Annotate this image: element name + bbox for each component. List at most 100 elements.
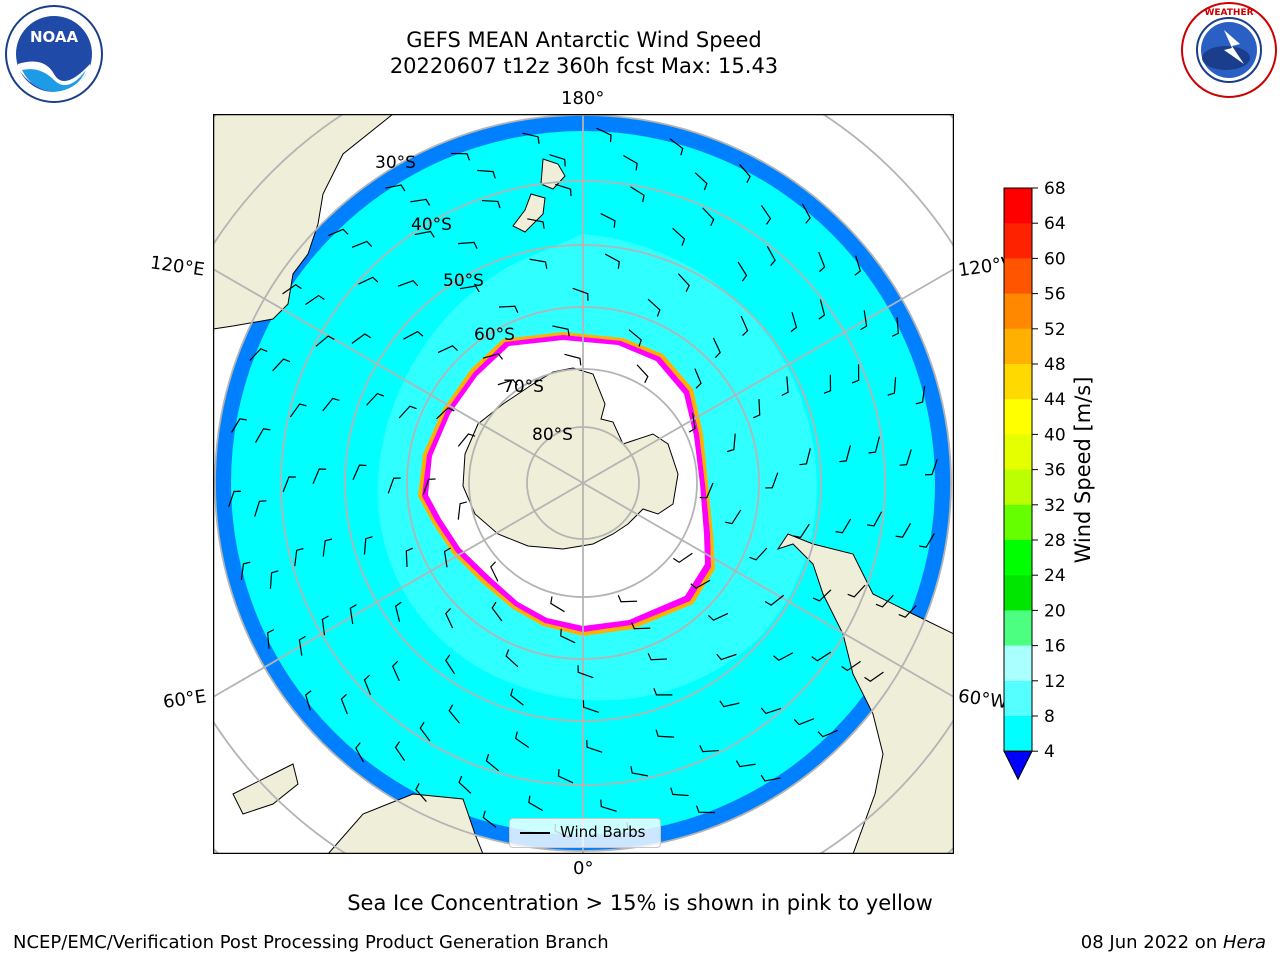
wind-barb [459, 285, 480, 293]
colorbar-tick-label: 60 [1044, 249, 1066, 269]
lat-label-80s: 80°S [532, 425, 573, 445]
wind-barb [655, 729, 675, 738]
svg-text:WEATHER: WEATHER [1204, 8, 1253, 18]
colorbar-segment [1004, 469, 1032, 506]
wind-barb [818, 251, 826, 273]
colorbar-segment [1004, 645, 1032, 682]
chart-subtitle: 20220607 t12z 360h fcst Max: 15.43 [389, 54, 779, 78]
wind-barb [363, 674, 372, 695]
wind-barb [811, 651, 832, 662]
wind-barb [860, 310, 868, 331]
wind-barb [437, 345, 459, 354]
wind-barb [702, 207, 715, 227]
colorbar-segment [1004, 188, 1032, 224]
wind-barb [387, 477, 401, 494]
wind-barb [600, 799, 617, 812]
wind-barb [414, 230, 435, 238]
colorbar-tick-label: 64 [1044, 214, 1066, 234]
colorbar-segment [1004, 399, 1032, 435]
credit-branch: NCEP/EMC/Verification Post Processing Pr… [13, 932, 609, 953]
wind-barb [397, 279, 419, 287]
wind-barb [481, 199, 501, 209]
wind-barb [363, 536, 373, 555]
wind-barb [572, 287, 589, 301]
colorbar-tick-label: 16 [1044, 637, 1066, 657]
wind-barb [398, 405, 417, 419]
wind-barb [394, 741, 406, 761]
wind-barb [351, 333, 372, 344]
sea-ice-footnote: Sea Ice Concentration > 15% is shown in … [347, 891, 933, 915]
wind-barb [695, 805, 715, 814]
wind-barb [522, 132, 540, 144]
wind-barb [604, 253, 620, 269]
wind-barb [392, 660, 400, 682]
wind-barbs-legend: Wind Barbs [509, 818, 661, 848]
wind-barb [617, 595, 638, 603]
wind-barb [419, 721, 431, 742]
lon-label-180: 180° [561, 88, 605, 109]
wind-barb [564, 353, 582, 366]
wind-barb [847, 584, 866, 598]
wind-barb [799, 448, 811, 466]
wind-barb [457, 501, 468, 520]
polar-map: 30°S 40°S 50°S 60°S 70°S 80°S [212, 113, 955, 855]
wind-barb [586, 740, 603, 753]
colorbar-tick-label: 52 [1044, 320, 1066, 340]
wind-barb [560, 628, 576, 644]
lon-label-60e: 60°E [161, 686, 208, 713]
wind-barb [793, 523, 810, 539]
wind-barb [555, 183, 572, 197]
wind-barbs [228, 127, 938, 839]
wind-barb [552, 325, 570, 337]
wind-barb [812, 589, 832, 602]
wind-barb [445, 654, 456, 675]
colorbar-tick-label: 28 [1044, 531, 1066, 551]
wind-barb [477, 169, 496, 179]
credit-date-text: 08 Jun 2022 on [1080, 932, 1223, 953]
chart-title: GEFS MEAN Antarctic Wind Speed [406, 28, 762, 52]
wind-barb [636, 364, 649, 384]
wind-barb [405, 547, 413, 568]
wind-barb [600, 213, 616, 228]
wind-barb [781, 376, 789, 396]
wind-barb [760, 707, 782, 715]
wind-barb [582, 700, 599, 714]
wind-barb [557, 769, 574, 784]
colorbar-tick-label: 40 [1044, 425, 1066, 445]
credit-date: 08 Jun 2022 on Hera [1081, 932, 1266, 953]
wind-barb [282, 284, 302, 295]
wind-barb [315, 335, 335, 347]
wind-barb [630, 186, 645, 203]
colorbar-tick-label: 4 [1044, 742, 1055, 762]
wind-barb [510, 688, 524, 706]
wind-barb [514, 731, 530, 749]
colorbar-segment [1004, 504, 1032, 541]
wind-barb [766, 245, 776, 267]
madagascar-land [232, 763, 299, 815]
colorbar-tick-label: 48 [1044, 355, 1066, 375]
wind-barb [915, 386, 926, 405]
map-panel: 30°S 40°S 50°S 60°S 70°S 80°S Wind Barbs [212, 113, 955, 855]
wind-barb [505, 649, 519, 668]
wind-barb [690, 579, 711, 589]
wind-barb [875, 594, 894, 608]
wind-barb [899, 449, 912, 466]
colorbar-segment [1004, 293, 1032, 330]
wind-barb [851, 364, 860, 384]
wind-barb [739, 164, 751, 183]
wind-barb [790, 311, 798, 333]
colorbar-tick-label: 36 [1044, 461, 1066, 481]
wind-barb [647, 298, 661, 317]
lat-label-60s: 60°S [474, 325, 515, 345]
colorbar-segment [1004, 680, 1032, 717]
lat-label-50s: 50°S [443, 271, 484, 291]
colorbar-tick-label: 24 [1044, 566, 1066, 586]
wind-barb [672, 227, 686, 246]
wind-barb [352, 464, 367, 481]
wind-barb [677, 273, 690, 293]
wind-barb [322, 397, 340, 412]
colorbar-tick-label: 8 [1044, 707, 1055, 727]
wind-barb [482, 353, 504, 360]
colorbar-tick-label: 44 [1044, 390, 1066, 410]
wind-barb [596, 127, 612, 143]
